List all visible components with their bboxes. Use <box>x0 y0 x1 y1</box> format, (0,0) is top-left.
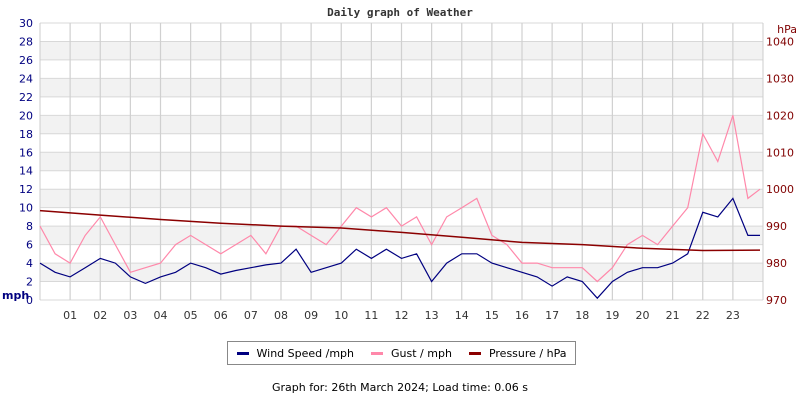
right-tick-label: 1040 <box>766 35 794 48</box>
x-tick-label: 11 <box>364 309 378 322</box>
x-tick-label: 20 <box>636 309 650 322</box>
legend-label: Wind Speed /mph <box>256 346 355 360</box>
left-tick-label: 4 <box>26 257 33 270</box>
left-tick-label: 6 <box>26 239 33 252</box>
legend-swatch <box>468 351 481 355</box>
left-tick-label: 20 <box>19 109 33 122</box>
right-tick-label: 1000 <box>766 183 794 196</box>
x-tick-label: 22 <box>696 309 710 322</box>
legend-item-gust: Gust / mph <box>371 347 452 360</box>
x-tick-label: 02 <box>93 309 107 322</box>
left-tick-label: 12 <box>19 183 33 196</box>
x-tick-label: 16 <box>515 309 529 322</box>
x-tick-label: 07 <box>244 309 258 322</box>
legend-item-pressure: Pressure / hPa <box>468 346 567 360</box>
chart-title: Daily graph of Weather <box>327 6 473 19</box>
series-line-pressure-hpa <box>39 209 761 252</box>
x-tick-label: 09 <box>304 309 318 322</box>
right-axis-label: hPa <box>777 23 797 36</box>
right-tick-label: 1020 <box>766 109 794 122</box>
right-tick-label: 1010 <box>766 146 794 159</box>
left-tick-label: 8 <box>26 220 33 233</box>
x-tick-label: 04 <box>154 309 168 322</box>
x-tick-label: 01 <box>63 309 77 322</box>
series-line-wind-speed-mph <box>39 197 760 300</box>
x-tick-label: 21 <box>666 309 680 322</box>
right-tick-label: 1030 <box>766 72 794 85</box>
x-tick-label: 14 <box>455 309 469 322</box>
x-tick-label: 19 <box>605 309 619 322</box>
legend-swatch <box>371 351 384 355</box>
x-tick-label: 12 <box>395 309 409 322</box>
left-tick-label: 10 <box>19 202 33 215</box>
left-tick-label: 14 <box>19 165 33 178</box>
left-tick-label: 16 <box>19 146 33 159</box>
x-tick-label: 18 <box>575 309 589 322</box>
left-tick-label: 2 <box>26 276 33 289</box>
left-tick-label: 18 <box>19 128 33 141</box>
legend-label: Pressure / hPa <box>488 346 567 360</box>
x-tick-label: 17 <box>545 309 559 322</box>
right-tick-label: 990 <box>766 220 787 233</box>
right-tick-label: 980 <box>766 257 787 270</box>
left-tick-label: 30 <box>19 17 33 30</box>
x-tick-label: 06 <box>214 309 228 322</box>
legend-swatch <box>236 351 249 355</box>
x-tick-label: 23 <box>726 309 740 322</box>
legend-label: Gust / mph <box>391 346 452 360</box>
x-tick-label: 10 <box>334 309 348 322</box>
legend-item-wind: Wind Speed /mph <box>236 346 355 360</box>
left-tick-label: 22 <box>19 91 33 104</box>
left-tick-label: 24 <box>19 72 33 85</box>
x-tick-label: 03 <box>123 309 137 322</box>
legend: Wind Speed /mph Gust / mph Pressure / hP… <box>227 341 576 365</box>
left-tick-label: 28 <box>19 35 33 48</box>
x-tick-label: 13 <box>425 309 439 322</box>
x-tick-label: 08 <box>274 309 288 322</box>
left-tick-label: 0 <box>26 294 33 307</box>
right-tick-label: 970 <box>766 294 787 307</box>
x-tick-label: 05 <box>184 309 198 322</box>
left-tick-label: 26 <box>19 54 33 67</box>
series-line-gust-mph <box>39 115 761 283</box>
x-tick-label: 15 <box>485 309 499 322</box>
left-axis-label: mph <box>2 289 29 302</box>
footer-text: Graph for: 26th March 2024; Load time: 0… <box>271 381 529 394</box>
